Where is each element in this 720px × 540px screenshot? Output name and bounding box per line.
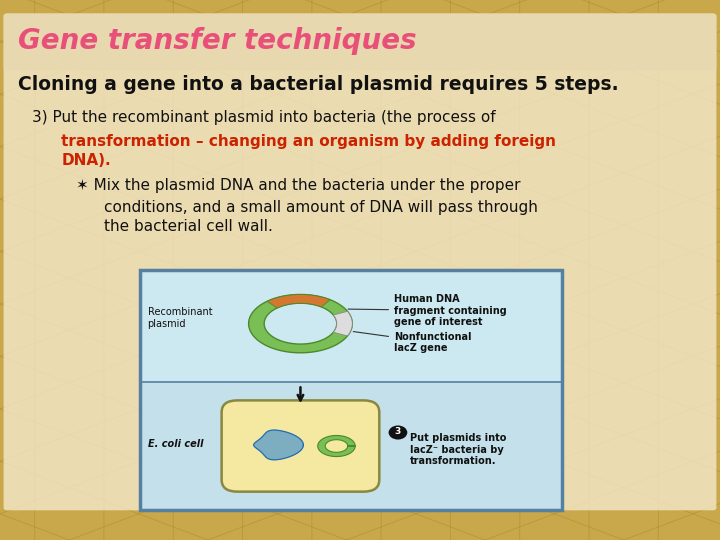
Text: transformation – changing an organism by adding foreign: transformation – changing an organism by… (61, 134, 557, 149)
Polygon shape (253, 430, 303, 460)
Polygon shape (267, 294, 330, 308)
FancyBboxPatch shape (140, 270, 562, 382)
Text: Recombinant
plasmid: Recombinant plasmid (148, 307, 212, 329)
Text: ✶ Mix the plasmid DNA and the bacteria under the proper: ✶ Mix the plasmid DNA and the bacteria u… (76, 178, 520, 193)
Circle shape (389, 426, 408, 440)
Text: Cloning a gene into a bacterial plasmid requires 5 steps.: Cloning a gene into a bacterial plasmid … (18, 75, 618, 94)
Text: Human DNA
fragment containing
gene of interest: Human DNA fragment containing gene of in… (348, 294, 507, 327)
Polygon shape (318, 435, 355, 456)
Polygon shape (333, 312, 352, 336)
FancyBboxPatch shape (140, 382, 562, 510)
Text: 3) Put the recombinant plasmid into bacteria (the process of: 3) Put the recombinant plasmid into bact… (32, 110, 496, 125)
Text: DNA).: DNA). (61, 153, 111, 168)
Text: Nonfunctional
lacZ gene: Nonfunctional lacZ gene (354, 332, 472, 353)
FancyBboxPatch shape (4, 14, 716, 70)
FancyBboxPatch shape (222, 400, 379, 491)
Text: Put plasmids into
lacZ⁻ bacteria by
transformation.: Put plasmids into lacZ⁻ bacteria by tran… (410, 433, 507, 466)
Text: the bacterial cell wall.: the bacterial cell wall. (104, 219, 274, 234)
Text: E. coli cell: E. coli cell (148, 440, 203, 449)
Polygon shape (248, 294, 352, 353)
Text: 3: 3 (395, 428, 401, 436)
FancyBboxPatch shape (4, 14, 716, 510)
Text: Gene transfer techniques: Gene transfer techniques (18, 27, 417, 55)
Text: conditions, and a small amount of DNA will pass through: conditions, and a small amount of DNA wi… (104, 200, 539, 215)
